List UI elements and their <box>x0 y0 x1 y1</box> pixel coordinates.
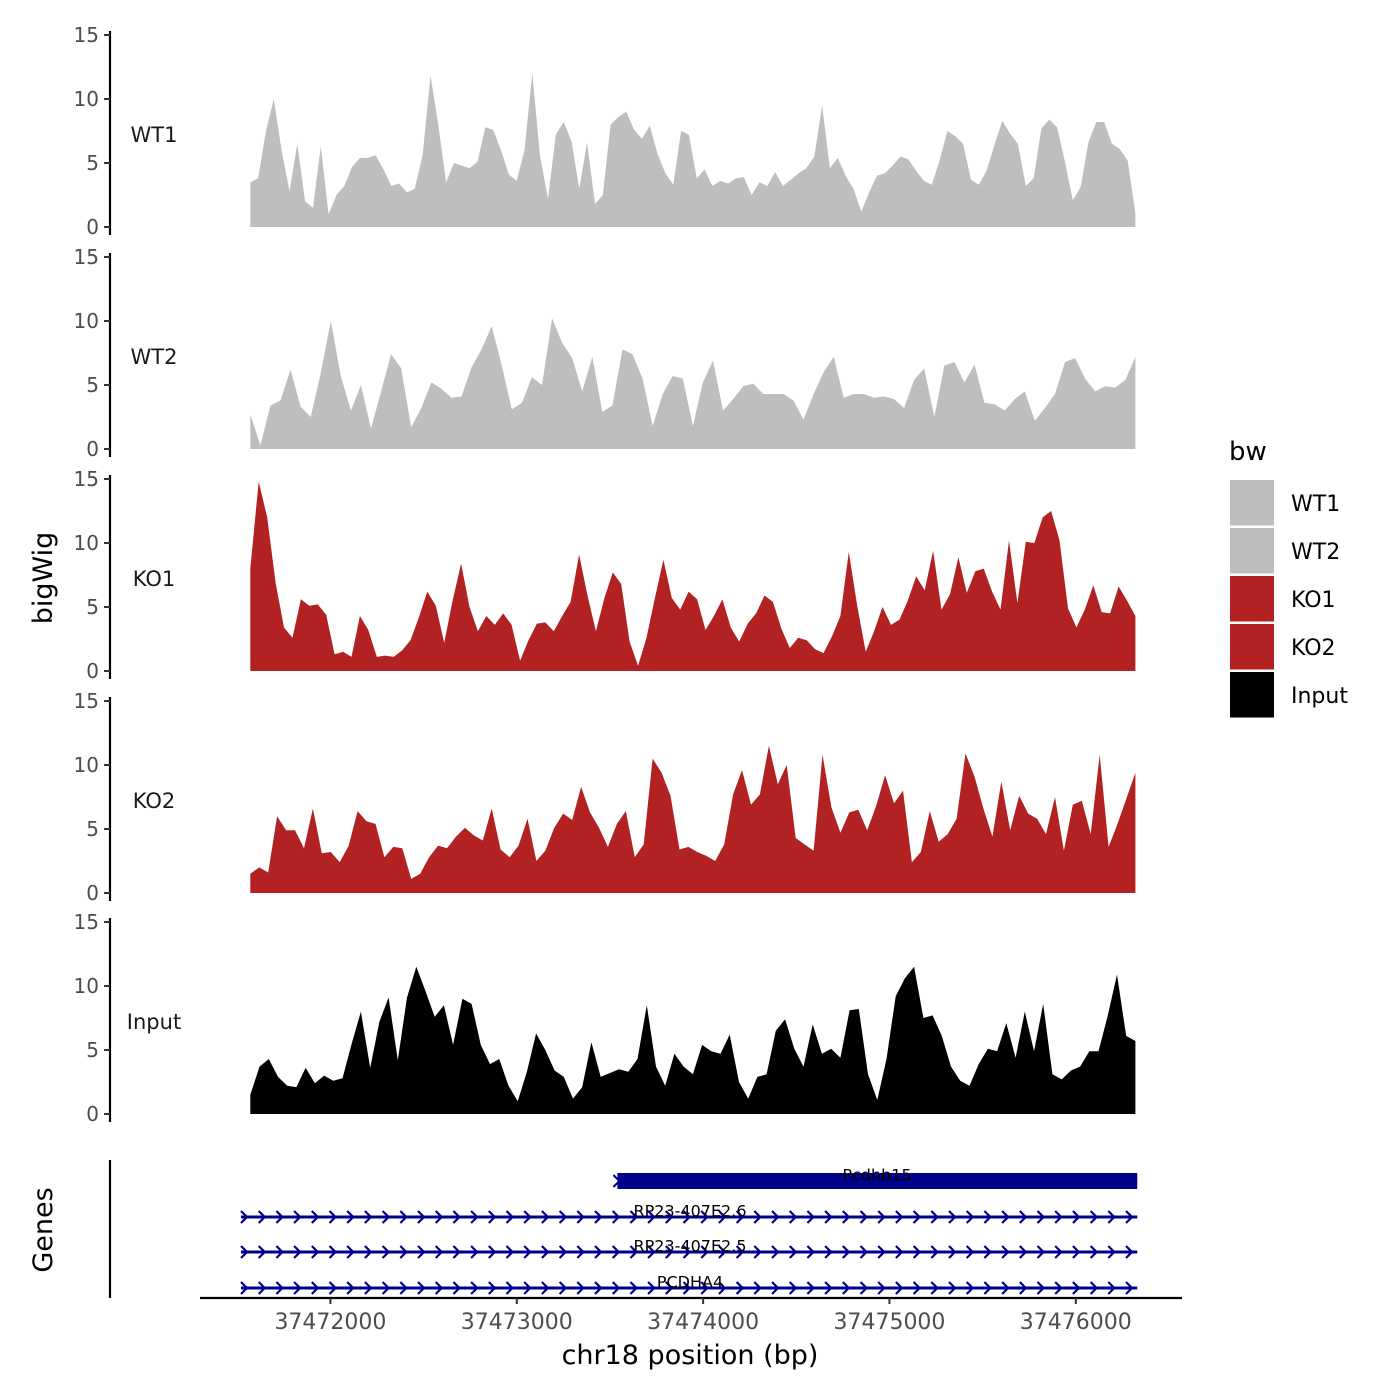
gene-label-3: PCDHA4 <box>657 1273 723 1292</box>
y-tick-label-wt1-10: 10 <box>74 87 99 111</box>
plot-layer: 0 5 10 15 WT1 0 5 10 15 WT2 0 5 10 15 KO1 0 5 10 15 KO2 0 5 10… <box>74 23 1349 1335</box>
y-tick-label-ko2-10: 10 <box>74 753 99 777</box>
legend-key-wt2 <box>1230 528 1274 574</box>
y-tick-label-wt1-15: 15 <box>74 23 99 47</box>
coverage-area-ko1 <box>250 481 1136 671</box>
gene-0-arrow <box>612 1174 621 1188</box>
y-tick-label-ko2-15: 15 <box>74 689 99 713</box>
genes-axis-title: Genes <box>28 1187 59 1272</box>
gene-label-0: Pcdhb15 <box>842 1166 911 1185</box>
coverage-area-wt1 <box>250 73 1136 228</box>
y-tick-label-input-15: 15 <box>74 910 99 934</box>
y-tick-label-wt2-15: 15 <box>74 245 99 269</box>
track-label-wt1: WT1 <box>131 123 178 147</box>
x-axis-title: chr18 position (bp) <box>562 1340 819 1371</box>
x-tick-label-4: 37476000 <box>1020 1310 1132 1335</box>
x-tick-label-0: 37472000 <box>274 1310 386 1335</box>
y-tick-label-ko1-10: 10 <box>74 531 99 555</box>
y-axis-title: bigWig <box>28 532 59 625</box>
track-label-ko1: KO1 <box>133 567 176 591</box>
y-tick-label-ko1-15: 15 <box>74 467 99 491</box>
legend-key-input <box>1230 672 1274 718</box>
y-tick-label-wt1-5: 5 <box>86 151 99 175</box>
legend-label-input: Input <box>1291 684 1348 709</box>
y-tick-label-wt1-0: 0 <box>86 215 99 239</box>
y-tick-label-wt2-10: 10 <box>74 309 99 333</box>
gene-label-2: RP23-407E2.5 <box>634 1237 747 1256</box>
x-tick-label-3: 37475000 <box>833 1310 945 1335</box>
legend-label-wt2: WT2 <box>1291 540 1340 565</box>
legend-label-ko2: KO2 <box>1291 636 1336 661</box>
legend-label-ko1: KO1 <box>1291 588 1336 613</box>
x-tick-label-1: 37473000 <box>461 1310 573 1335</box>
x-tick-label-2: 37474000 <box>647 1310 759 1335</box>
track-label-wt2: WT2 <box>131 345 178 369</box>
track-label-input: Input <box>127 1010 181 1034</box>
y-tick-label-wt2-5: 5 <box>86 373 99 397</box>
legend-key-wt1 <box>1230 480 1274 526</box>
y-tick-label-input-5: 5 <box>86 1038 99 1062</box>
y-tick-label-ko2-0: 0 <box>86 881 99 905</box>
gene-0-exon <box>617 1173 1138 1189</box>
gene-3-strand-arrows <box>240 1281 1134 1295</box>
y-tick-label-ko1-5: 5 <box>86 595 99 619</box>
gene-1-strand-arrows <box>240 1210 1134 1224</box>
legend-title: bw <box>1229 437 1267 467</box>
coverage-area-ko2 <box>250 745 1136 893</box>
y-tick-label-ko2-5: 5 <box>86 817 99 841</box>
legend-key-ko1 <box>1230 576 1274 622</box>
y-tick-label-input-10: 10 <box>74 974 99 998</box>
coverage-area-input <box>250 966 1136 1114</box>
gene-label-1: RP23-407E2.6 <box>634 1202 747 1221</box>
legend-label-wt1: WT1 <box>1291 492 1340 517</box>
y-tick-label-ko1-0: 0 <box>86 659 99 683</box>
coverage-area-wt2 <box>250 318 1136 449</box>
y-tick-label-input-0: 0 <box>86 1102 99 1126</box>
legend-key-ko2 <box>1230 624 1274 670</box>
y-tick-label-wt2-0: 0 <box>86 437 99 461</box>
track-label-ko2: KO2 <box>133 789 176 813</box>
gene-2-strand-arrows <box>240 1245 1134 1259</box>
